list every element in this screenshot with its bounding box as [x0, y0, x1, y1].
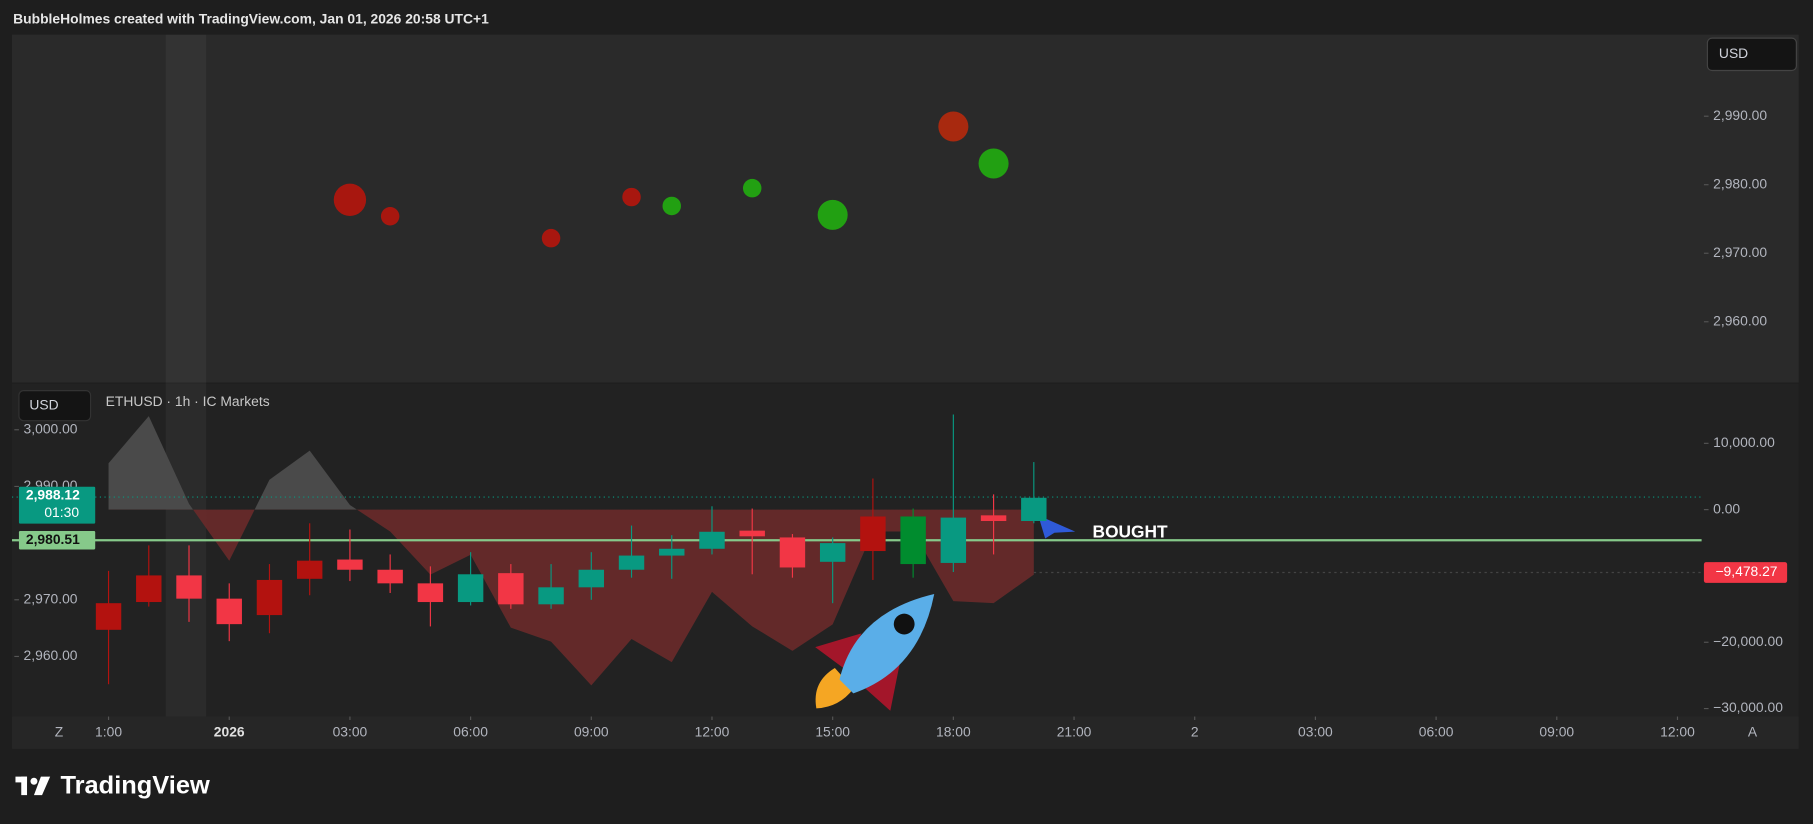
currency-box: [18, 390, 92, 422]
rocket: [815, 594, 935, 711]
rocket-window: [893, 613, 915, 635]
candle-body: [659, 548, 685, 556]
rocket-flame: [815, 667, 854, 709]
currency: USD: [29, 396, 58, 412]
candle-body: [779, 537, 806, 568]
bubble: [622, 187, 641, 207]
candle-body: [95, 603, 122, 630]
price-label: 2,980.51: [26, 531, 80, 547]
bubble: [817, 199, 848, 230]
x-tick-label: 06:00: [1419, 723, 1454, 739]
bubble: [978, 148, 1009, 179]
y-tick-label: 2,970.00: [24, 590, 78, 606]
x-tick-label: 15:00: [815, 723, 850, 739]
bottom-pane: [12, 383, 1799, 749]
candle-body: [296, 560, 323, 579]
bubble: [662, 196, 681, 216]
x-tick-label: 21:00: [1057, 723, 1092, 739]
y-tick-label: 0.00: [1713, 500, 1740, 516]
x-tick-label: 1:00: [95, 723, 122, 739]
y-tick-label: 2,990.00: [1713, 107, 1767, 123]
x-tick-label: 18:00: [936, 723, 971, 739]
logo-icon: [21, 776, 28, 796]
bubble: [333, 183, 367, 216]
candle-body: [819, 543, 846, 562]
y-tick-label: −20,000.00: [1713, 633, 1783, 649]
x-tick-label: 12:00: [695, 723, 730, 739]
y-tick-label: 2,960.00: [1713, 312, 1767, 328]
x-tick-label: 2026: [214, 723, 245, 739]
candle-body: [377, 569, 403, 584]
watermark: BubbleHolmes created with TradingView.co…: [13, 10, 489, 26]
y-tick-label: −30,000.00: [1713, 699, 1783, 715]
candle-body: [699, 531, 725, 549]
price-label-box: [18, 486, 96, 524]
candle-body: [216, 598, 242, 625]
session-highlight: [165, 34, 207, 717]
candle-body: [860, 516, 886, 552]
candle-body: [578, 569, 605, 588]
pnl-label-box: [1703, 562, 1788, 583]
axis-icon: Z: [55, 723, 64, 739]
x-tick-label: 09:00: [1539, 723, 1574, 739]
candle-body: [457, 574, 484, 603]
candle-body: [618, 555, 645, 570]
equity-area: [108, 416, 1034, 686]
x-tick-label: 09:00: [574, 723, 609, 739]
price-label: 2,988.12: [26, 487, 80, 503]
currency: USD: [1719, 45, 1748, 61]
candle-body: [176, 575, 202, 599]
candle-body: [900, 516, 926, 565]
candle-body: [1021, 497, 1047, 522]
bubble: [380, 206, 400, 226]
price-sublabel: 01:30: [44, 504, 79, 520]
candle-body: [940, 517, 967, 563]
pnl-label: −9,478.27: [1715, 563, 1777, 579]
y-tick-label: 3,000.00: [24, 420, 78, 436]
y-tick-label: 2,960.00: [24, 647, 78, 663]
x-tick-label: 06:00: [453, 723, 488, 739]
candle-body: [417, 583, 444, 603]
candle-body: [739, 530, 765, 537]
y-tick-label: 2,980.00: [1713, 175, 1767, 191]
price-label-box: [18, 530, 96, 550]
x-tick-label: 2: [1191, 723, 1199, 739]
logo: TradingView: [15, 772, 210, 800]
candle-body: [980, 515, 1007, 522]
bubble: [541, 228, 561, 248]
x-tick-label: 12:00: [1660, 723, 1695, 739]
bubble: [938, 111, 969, 142]
x-tick-label: 03:00: [333, 723, 368, 739]
logo-icon: [33, 776, 51, 796]
logo-text: TradingView: [61, 772, 210, 800]
top-pane: [12, 34, 1799, 383]
candle-body: [256, 579, 283, 616]
entry-arrow: [1038, 515, 1076, 539]
currency-box: [1706, 37, 1797, 72]
y-tick-label: 10,000.00: [1713, 434, 1775, 450]
candle-body: [538, 587, 564, 605]
bubble: [742, 178, 762, 198]
time-axis: [12, 716, 1799, 749]
logo-icon: [30, 777, 38, 785]
symbol-label: ETHUSD · 1h · IC Markets: [106, 393, 270, 409]
candle-body: [136, 575, 162, 603]
annotation: BOUGHT: [1093, 521, 1168, 541]
axis-icon: A: [1748, 723, 1758, 739]
x-tick-label: 03:00: [1298, 723, 1333, 739]
candle-body: [337, 559, 363, 570]
y-tick-label: 2,970.00: [1713, 244, 1767, 260]
candle-body: [498, 573, 524, 605]
